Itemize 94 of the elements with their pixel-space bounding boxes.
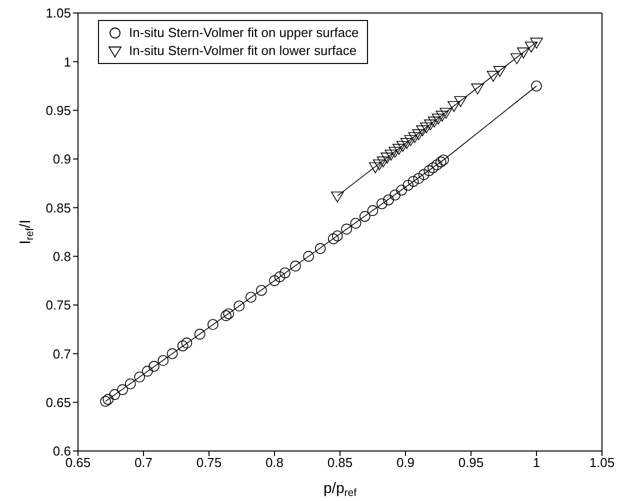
point: [396, 184, 407, 196]
y-tick-label: 0.95: [46, 102, 71, 118]
point: [117, 384, 128, 396]
y-tick-label: 0.8: [52, 248, 71, 264]
point: [408, 176, 419, 187]
point: [471, 84, 484, 94]
point: [486, 70, 500, 82]
point: [418, 169, 430, 180]
point: [416, 125, 429, 136]
point: [274, 271, 286, 282]
point: [438, 154, 449, 166]
point: [341, 224, 352, 234]
point: [424, 165, 434, 176]
point: [424, 120, 437, 130]
point: [390, 190, 400, 200]
x-tick-label: 0.8: [265, 455, 284, 470]
point: [125, 378, 136, 390]
point: [432, 114, 445, 125]
point: [109, 389, 120, 400]
y-tick-label: 0.75: [46, 298, 71, 313]
point: [314, 243, 326, 254]
point: [380, 152, 394, 164]
point: [142, 366, 153, 377]
point: [100, 396, 111, 407]
x-tick-label: 0.95: [458, 455, 484, 470]
point: [530, 38, 543, 49]
point: [359, 211, 370, 222]
point: [269, 275, 280, 286]
point: [388, 146, 402, 158]
legend-label: In-situ Stern-Volmer fit on lower surface: [129, 42, 357, 60]
point: [383, 194, 394, 206]
point: [396, 140, 410, 152]
point: [376, 156, 390, 168]
point: [524, 42, 538, 52]
point: [194, 328, 206, 340]
point: [158, 355, 169, 366]
y-tick-label: 1.05: [46, 6, 71, 21]
point: [177, 340, 188, 352]
y-tick-label: 0.85: [46, 200, 71, 216]
point: [384, 150, 398, 161]
point: [413, 173, 424, 184]
point: [368, 162, 382, 174]
point: [428, 162, 438, 174]
x-tick-label: 0.85: [327, 455, 353, 470]
point: [166, 348, 178, 360]
point: [376, 198, 388, 210]
point: [330, 192, 344, 202]
point: [454, 96, 467, 107]
y-tick-label: 0.7: [52, 346, 71, 362]
point: [428, 116, 441, 128]
point: [220, 310, 232, 322]
point: [303, 250, 314, 262]
point: [256, 285, 267, 296]
point: [208, 319, 218, 330]
point: [432, 159, 442, 170]
point: [531, 80, 542, 92]
legend-label: In-situ Stern-Volmer fit on upper surface: [129, 24, 359, 42]
point: [448, 101, 460, 112]
point: [290, 260, 301, 272]
x-axis-title: p/p$_{ref}$: [323, 480, 357, 500]
point: [280, 267, 290, 278]
point: [517, 48, 530, 58]
x-tick-label: 0.9: [396, 455, 415, 470]
point: [102, 394, 114, 405]
point: [402, 180, 414, 191]
point: [412, 129, 425, 140]
point: [408, 132, 422, 144]
point: [510, 53, 524, 64]
point: [328, 233, 339, 244]
point: [392, 144, 406, 155]
point: [350, 218, 362, 229]
x-tick-label: 1.05: [589, 455, 615, 470]
point: [372, 159, 386, 170]
x-tick-label: 1: [532, 455, 540, 470]
point: [134, 372, 145, 382]
point: [400, 138, 414, 149]
point: [367, 205, 378, 216]
y-tick-label: 0.9: [52, 152, 71, 167]
point: [223, 308, 234, 320]
point: [420, 122, 433, 134]
point: [234, 300, 245, 312]
point: [435, 156, 446, 168]
point: [332, 230, 343, 242]
point: [181, 338, 192, 348]
y-tick-label: 0.65: [46, 394, 71, 410]
point: [436, 110, 449, 122]
point: [246, 292, 256, 303]
point: [148, 360, 160, 372]
point: [440, 108, 453, 119]
x-tick-label: 0.7: [134, 455, 153, 470]
y-tick-label: 1: [64, 54, 71, 70]
x-tick-label: 0.75: [196, 455, 222, 470]
point: [404, 135, 418, 146]
point: [493, 66, 506, 77]
